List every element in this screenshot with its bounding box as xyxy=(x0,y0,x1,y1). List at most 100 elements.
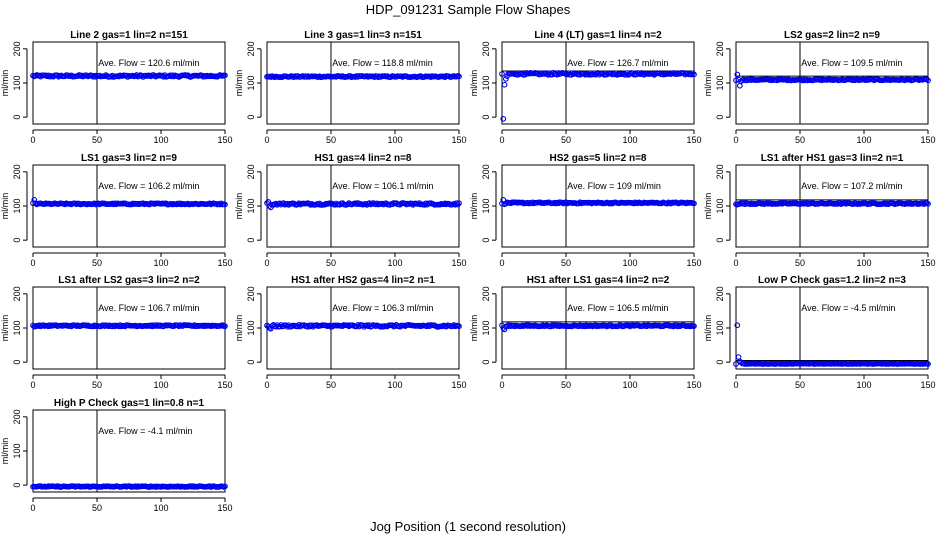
x-tick-label: 50 xyxy=(92,135,102,145)
y-tick-label: 100 xyxy=(481,320,491,335)
panel-2: Line 3 gas=1 lin=3 n=151 0 50 100 150 0 100 200… xyxy=(234,30,467,145)
panel-4: LS2 gas=2 lin=2 n=9 0 50 100 150 0 100 200 ml/mi… xyxy=(703,30,936,145)
x-tick-label: 100 xyxy=(856,258,871,268)
x-tick-label: 0 xyxy=(499,258,504,268)
data-point xyxy=(784,77,791,84)
x-tick-label: 100 xyxy=(856,380,871,390)
panel-1: Line 2 gas=1 lin=2 n=151 0 50 100 150 0 100 200… xyxy=(0,30,233,145)
data-point xyxy=(733,77,739,84)
x-tick-label: 100 xyxy=(153,135,168,145)
y-axis-label: ml/min xyxy=(703,70,713,97)
x-tick-label: 0 xyxy=(499,380,504,390)
average-flow-annotation: Ave. Flow = 109 ml/min xyxy=(567,181,661,191)
data-point xyxy=(590,71,596,78)
figure-x-axis-label: Jog Position (1 second resolution) xyxy=(370,519,566,534)
x-tick-label: 150 xyxy=(451,258,466,268)
y-axis-label: ml/min xyxy=(234,193,244,220)
data-point xyxy=(734,71,741,78)
data-point xyxy=(689,70,696,77)
x-tick-label: 150 xyxy=(686,135,701,145)
data-point xyxy=(442,200,448,207)
data-point xyxy=(664,200,670,207)
data-point xyxy=(688,71,695,78)
data-point xyxy=(347,73,354,79)
average-flow-annotation: Ave. Flow = 106.3 ml/min xyxy=(332,303,433,313)
series-points xyxy=(264,199,462,211)
y-tick-label: 0 xyxy=(715,238,725,243)
x-tick-label: 150 xyxy=(451,380,466,390)
panel-7: HS2 gas=5 lin=2 n=8 0 50 100 150 0 100 200 ml/mi… xyxy=(469,153,702,268)
data-point xyxy=(149,322,155,329)
series-points xyxy=(499,322,697,333)
y-tick-label: 200 xyxy=(481,41,491,56)
panel-9: LS1 after LS2 gas=3 lin=2 n=2 0 50 100 150 0 1… xyxy=(0,275,233,390)
data-point xyxy=(456,200,462,207)
x-tick-label: 50 xyxy=(561,135,571,145)
y-tick-label: 200 xyxy=(12,286,22,301)
x-tick-label: 150 xyxy=(686,258,701,268)
plot-frame xyxy=(735,41,929,125)
data-point xyxy=(74,73,81,79)
data-point xyxy=(736,82,743,89)
data-point xyxy=(691,71,697,78)
y-axis-label: ml/min xyxy=(0,438,10,465)
data-point xyxy=(454,201,461,208)
data-point xyxy=(575,323,582,330)
plot-frame xyxy=(32,41,226,125)
data-point xyxy=(222,483,228,490)
data-point xyxy=(269,323,275,329)
data-point xyxy=(508,200,514,207)
data-point xyxy=(54,72,61,79)
y-axis-label: ml/min xyxy=(0,193,10,220)
panel-3: Line 4 (LT) gas=1 lin=4 n=2 0 50 100 150 0 100… xyxy=(469,30,702,145)
series-points xyxy=(733,71,931,89)
data-point xyxy=(925,200,931,207)
data-point xyxy=(170,73,177,80)
data-point xyxy=(177,200,184,207)
panel-13: High P Check gas=1 lin=0.8 n=1 0 50 100 150 0… xyxy=(0,398,233,513)
data-point xyxy=(104,322,111,329)
plot-frame xyxy=(32,409,226,493)
data-point xyxy=(273,323,279,330)
x-tick-label: 150 xyxy=(920,135,935,145)
y-tick-label: 200 xyxy=(715,41,725,56)
x-tick-label: 100 xyxy=(622,380,637,390)
panel-8: LS1 after HS1 gas=3 lin=2 n=1 0 50 100 150 0 1… xyxy=(703,153,936,268)
data-point xyxy=(280,323,287,329)
panel-12: Low P Check gas=1.2 lin=2 n=3 0 50 100 150 0 1… xyxy=(703,275,936,390)
x-tick-label: 150 xyxy=(217,135,232,145)
plot-frame xyxy=(501,41,695,125)
y-axis-label: ml/min xyxy=(0,70,10,97)
data-point xyxy=(273,200,279,207)
panel-title: HS2 gas=5 lin=2 n=8 xyxy=(550,153,647,164)
y-tick-label: 200 xyxy=(246,286,256,301)
data-point xyxy=(499,322,505,329)
x-tick-label: 0 xyxy=(264,135,269,145)
panel-6: HS1 gas=4 lin=2 n=8 0 50 100 150 0 100 200 ml/mi… xyxy=(234,153,467,268)
panel-10: HS1 after HS2 gas=4 lin=2 n=1 0 50 100 150 0 1… xyxy=(234,275,467,390)
data-point xyxy=(563,199,569,206)
series-points xyxy=(733,200,931,208)
data-point xyxy=(502,76,509,82)
x-tick-label: 50 xyxy=(326,258,336,268)
data-point xyxy=(115,73,122,80)
figure-title: HDP_091231 Sample Flow Shapes xyxy=(366,2,571,17)
y-tick-label: 0 xyxy=(481,238,491,243)
data-point xyxy=(733,201,739,207)
x-tick-label: 100 xyxy=(153,380,168,390)
y-tick-label: 200 xyxy=(12,409,22,424)
data-point xyxy=(907,200,913,206)
data-point xyxy=(453,200,460,206)
average-flow-annotation: Ave. Flow = 118.8 ml/min xyxy=(332,58,432,68)
data-point xyxy=(36,322,43,329)
x-tick-label: 0 xyxy=(264,258,269,268)
x-tick-label: 150 xyxy=(451,135,466,145)
series-points xyxy=(30,322,228,330)
y-tick-label: 200 xyxy=(12,41,22,56)
data-point xyxy=(545,71,551,78)
panel-title: Low P Check gas=1.2 lin=2 n=3 xyxy=(758,275,906,286)
data-point xyxy=(501,81,508,88)
x-tick-label: 150 xyxy=(686,380,701,390)
data-point xyxy=(140,200,146,207)
